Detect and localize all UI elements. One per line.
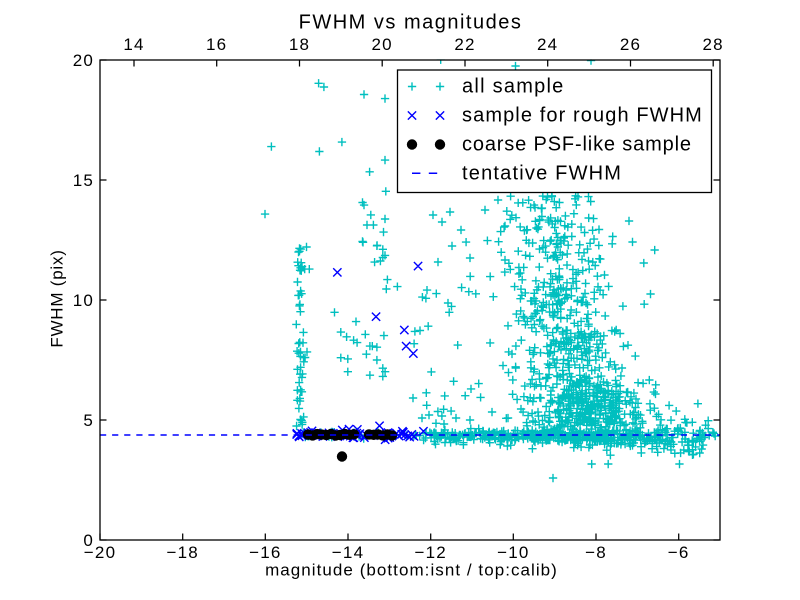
svg-text:5: 5	[83, 411, 94, 430]
svg-text:28: 28	[703, 35, 724, 54]
svg-text:−18: −18	[166, 543, 198, 562]
svg-text:14: 14	[123, 35, 144, 54]
svg-text:FWHM vs magnitudes: FWHM vs magnitudes	[299, 12, 523, 34]
svg-text:18: 18	[289, 35, 310, 54]
svg-text:−14: −14	[332, 543, 364, 562]
svg-text:−12: −12	[414, 543, 446, 562]
svg-text:−8: −8	[585, 543, 607, 562]
svg-text:20: 20	[372, 35, 393, 54]
svg-text:−20: −20	[84, 543, 116, 562]
svg-text:coarse PSF-like sample: coarse PSF-like sample	[462, 133, 692, 155]
svg-text:0: 0	[83, 531, 94, 550]
svg-text:magnitude (bottom:isnt / top:c: magnitude (bottom:isnt / top:calib)	[265, 561, 558, 580]
svg-text:−6: −6	[668, 543, 690, 562]
svg-text:24: 24	[537, 35, 558, 54]
svg-text:20: 20	[73, 51, 94, 70]
svg-text:all sample: all sample	[462, 75, 565, 97]
svg-text:−16: −16	[249, 543, 281, 562]
svg-text:16: 16	[206, 35, 227, 54]
svg-text:sample for rough FWHM: sample for rough FWHM	[462, 104, 703, 126]
svg-text:22: 22	[454, 35, 475, 54]
svg-text:15: 15	[73, 171, 94, 190]
svg-text:26: 26	[620, 35, 641, 54]
svg-text:tentative FWHM: tentative FWHM	[462, 162, 622, 184]
svg-text:−10: −10	[497, 543, 529, 562]
svg-text:FWHM (pix): FWHM (pix)	[48, 249, 67, 347]
svg-text:10: 10	[73, 291, 94, 310]
